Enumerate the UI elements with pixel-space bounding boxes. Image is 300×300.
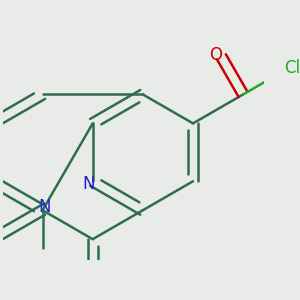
Text: N: N — [83, 175, 95, 193]
Text: O: O — [209, 46, 222, 64]
Text: N: N — [38, 198, 51, 216]
Text: Cl: Cl — [284, 59, 300, 77]
